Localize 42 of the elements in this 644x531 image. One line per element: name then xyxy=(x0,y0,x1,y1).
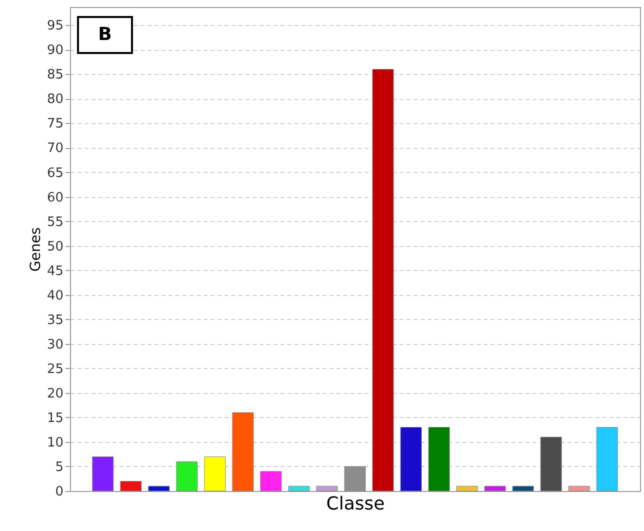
y-tick-label: 5 xyxy=(55,460,64,475)
y-tick-label: 65 xyxy=(46,166,64,181)
y-tick-label: 50 xyxy=(46,239,64,254)
y-tick-label: 55 xyxy=(46,214,64,230)
bar xyxy=(92,456,114,492)
y-tick-label: 20 xyxy=(46,386,64,402)
bar xyxy=(596,427,618,492)
y-tick-label: 70 xyxy=(46,141,64,156)
y-tick-label: 30 xyxy=(46,337,64,352)
bar xyxy=(232,412,254,492)
bar xyxy=(512,486,534,492)
y-tick-label: 75 xyxy=(46,116,64,132)
y-tick-label: 80 xyxy=(46,92,64,108)
bar xyxy=(316,486,338,492)
y-tick-label: 60 xyxy=(46,190,64,206)
y-tick-label: 0 xyxy=(55,484,64,500)
y-tick-label: 45 xyxy=(46,264,64,279)
y-tick-label: 35 xyxy=(46,312,64,328)
bar xyxy=(428,427,450,492)
annotation: B xyxy=(98,24,112,45)
y-tick-label: 25 xyxy=(46,362,64,377)
y-tick-label: 10 xyxy=(46,435,64,450)
bar xyxy=(204,456,226,492)
bar xyxy=(176,461,198,492)
y-tick-label: 40 xyxy=(46,288,64,304)
bar xyxy=(288,486,310,492)
y-axis-title: Genes xyxy=(28,227,44,272)
bar xyxy=(148,486,170,492)
bar xyxy=(260,471,282,492)
bar xyxy=(456,486,478,492)
bar xyxy=(540,436,562,492)
bar xyxy=(400,427,422,492)
bar xyxy=(568,486,590,492)
x-axis-title: Classe xyxy=(326,494,385,514)
y-tick-label: 15 xyxy=(46,410,64,426)
bar xyxy=(120,480,142,492)
bar xyxy=(372,69,394,492)
y-tick-label: 95 xyxy=(46,18,64,34)
bar xyxy=(344,466,366,492)
y-tick-label: 90 xyxy=(46,43,64,58)
bar xyxy=(484,486,506,492)
y-tick-label: 85 xyxy=(46,68,64,83)
